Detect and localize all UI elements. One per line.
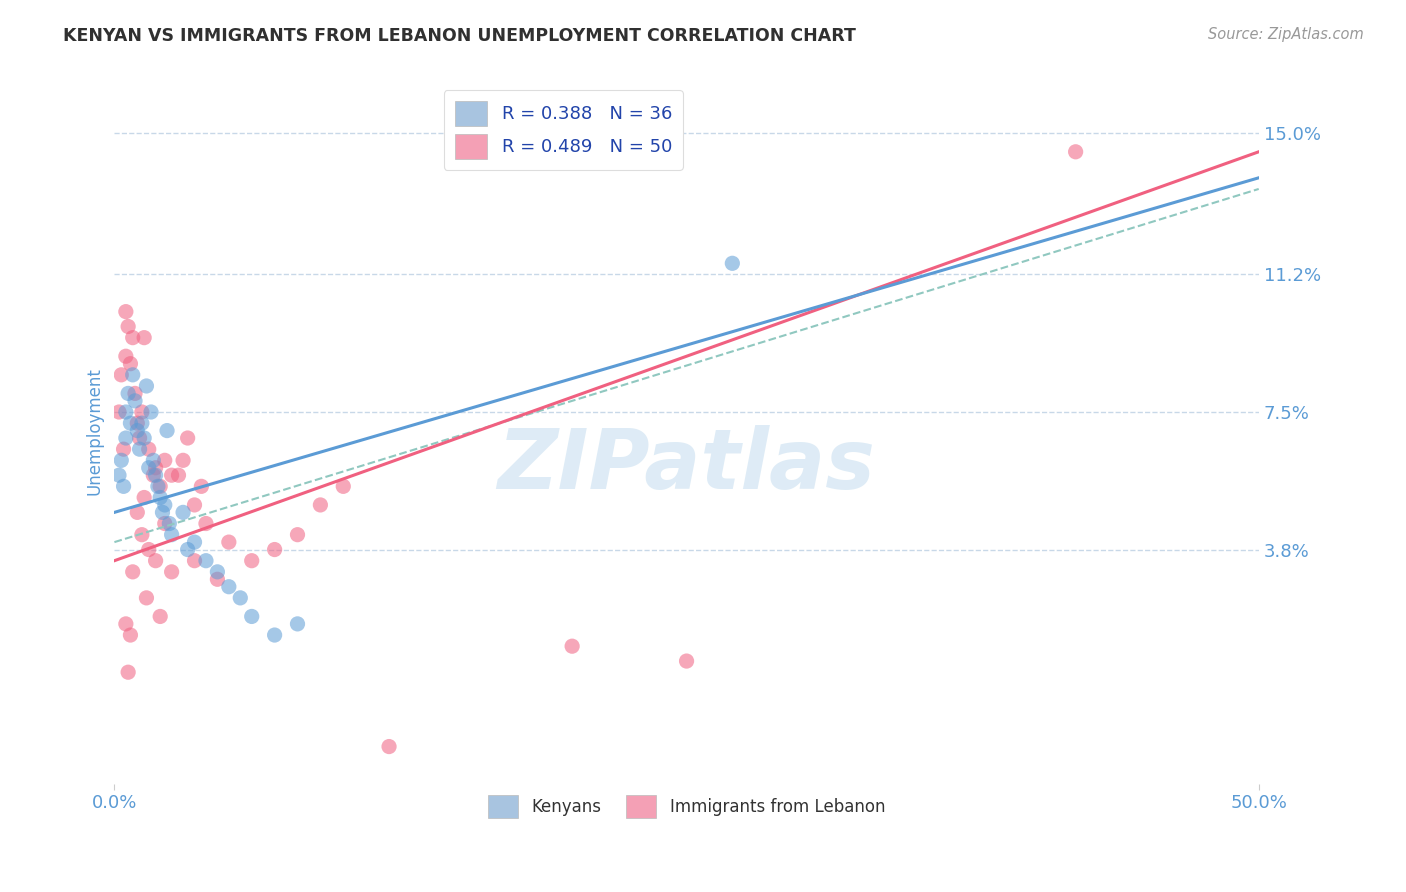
Point xyxy=(117,386,139,401)
Point xyxy=(156,424,179,438)
Point xyxy=(120,416,142,430)
Text: Source: ZipAtlas.com: Source: ZipAtlas.com xyxy=(1208,27,1364,42)
Point xyxy=(145,554,167,568)
Point xyxy=(127,424,149,438)
Point xyxy=(134,431,156,445)
Point xyxy=(135,379,157,393)
Point xyxy=(134,491,156,505)
Y-axis label: Unemployment: Unemployment xyxy=(86,367,103,494)
Point xyxy=(160,527,183,541)
Text: ZIPatlas: ZIPatlas xyxy=(498,425,876,507)
Point xyxy=(675,654,697,668)
Point xyxy=(145,460,167,475)
Point xyxy=(112,442,135,457)
Point xyxy=(176,542,198,557)
Point xyxy=(131,527,153,541)
Text: KENYAN VS IMMIGRANTS FROM LEBANON UNEMPLOYMENT CORRELATION CHART: KENYAN VS IMMIGRANTS FROM LEBANON UNEMPL… xyxy=(63,27,856,45)
Point xyxy=(145,468,167,483)
Point xyxy=(183,554,205,568)
Point xyxy=(240,609,263,624)
Point xyxy=(153,453,176,467)
Point xyxy=(117,665,139,680)
Point xyxy=(160,565,183,579)
Point xyxy=(721,256,744,270)
Point xyxy=(207,565,229,579)
Point xyxy=(121,368,143,382)
Point xyxy=(160,468,183,483)
Point xyxy=(120,357,142,371)
Point xyxy=(142,468,165,483)
Point xyxy=(194,554,217,568)
Point xyxy=(183,498,205,512)
Point xyxy=(124,393,146,408)
Point xyxy=(121,331,143,345)
Point xyxy=(127,416,149,430)
Point xyxy=(157,516,180,531)
Point xyxy=(194,516,217,531)
Point xyxy=(153,516,176,531)
Point xyxy=(263,628,285,642)
Point xyxy=(139,405,162,419)
Point xyxy=(124,386,146,401)
Point xyxy=(1064,145,1087,159)
Point xyxy=(131,416,153,430)
Point xyxy=(115,405,138,419)
Point xyxy=(172,453,194,467)
Point xyxy=(128,442,150,457)
Point xyxy=(128,431,150,445)
Point xyxy=(218,535,240,549)
Point xyxy=(561,639,583,653)
Point xyxy=(127,505,149,519)
Point xyxy=(117,319,139,334)
Point xyxy=(183,535,205,549)
Point xyxy=(115,616,138,631)
Point xyxy=(138,442,160,457)
Point xyxy=(176,431,198,445)
Point xyxy=(138,542,160,557)
Point xyxy=(110,368,132,382)
Point xyxy=(108,468,131,483)
Point xyxy=(207,572,229,586)
Point xyxy=(240,554,263,568)
Point xyxy=(149,609,172,624)
Point xyxy=(120,628,142,642)
Point xyxy=(229,591,252,605)
Point xyxy=(149,479,172,493)
Point xyxy=(287,616,309,631)
Point xyxy=(115,304,138,318)
Point xyxy=(134,331,156,345)
Point xyxy=(152,505,174,519)
Point xyxy=(149,491,172,505)
Point xyxy=(135,591,157,605)
Point xyxy=(218,580,240,594)
Point xyxy=(332,479,354,493)
Point xyxy=(287,527,309,541)
Point xyxy=(115,431,138,445)
Legend: Kenyans, Immigrants from Lebanon: Kenyans, Immigrants from Lebanon xyxy=(481,788,891,825)
Point xyxy=(110,453,132,467)
Point xyxy=(167,468,190,483)
Point xyxy=(121,565,143,579)
Point xyxy=(112,479,135,493)
Point xyxy=(108,405,131,419)
Point xyxy=(142,453,165,467)
Point xyxy=(263,542,285,557)
Point xyxy=(378,739,401,754)
Point xyxy=(115,349,138,363)
Point xyxy=(172,505,194,519)
Point xyxy=(146,479,169,493)
Point xyxy=(190,479,212,493)
Point xyxy=(138,460,160,475)
Point xyxy=(131,405,153,419)
Point xyxy=(153,498,176,512)
Point xyxy=(309,498,332,512)
